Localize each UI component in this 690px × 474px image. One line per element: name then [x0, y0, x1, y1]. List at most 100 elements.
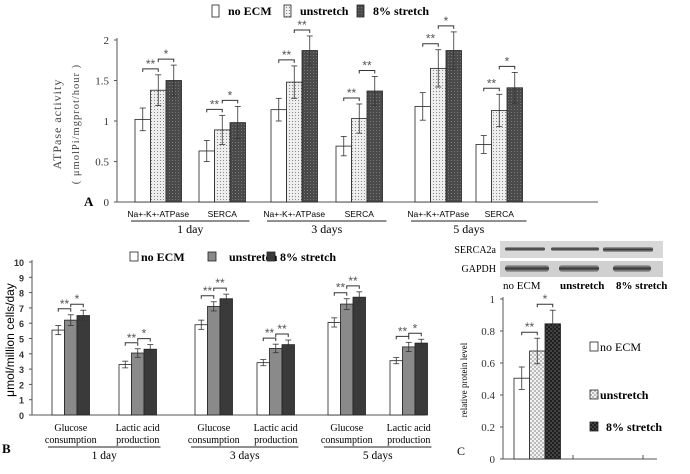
significance-bracket: [262, 337, 277, 342]
bar-8-stretch: [352, 296, 366, 416]
y-tick-label: 1: [490, 294, 496, 306]
bar-8-stretch: [143, 348, 157, 416]
blot-band: [505, 265, 549, 272]
y-tick-label: 6: [19, 319, 24, 329]
bar-no-ecm: [134, 118, 151, 203]
legend-label: unstretch: [229, 250, 278, 264]
category-label: consumption: [321, 435, 373, 446]
blot-row-label: GAPDH: [462, 264, 496, 275]
category-label: production: [254, 435, 297, 446]
day-group-label: 3 days: [311, 222, 342, 236]
y-tick-label: 1: [19, 396, 24, 406]
significance-bracket: [498, 65, 516, 70]
panel-label-b: B: [2, 441, 11, 456]
significance-bracket: [142, 68, 159, 72]
legend-label: 8% stretch: [606, 420, 662, 434]
y-tick-label: 0.5: [95, 157, 109, 169]
legend-swatch: [266, 251, 276, 262]
category-label: SERCA: [208, 209, 238, 219]
bar-unstretch: [430, 67, 447, 203]
significance-marker: **: [60, 297, 70, 311]
bar-8-stretch: [445, 50, 462, 203]
significance-bracket: [157, 58, 175, 63]
significance-marker: *: [444, 14, 449, 28]
bar-unstretch: [340, 303, 354, 416]
bar-no-ecm: [513, 377, 530, 460]
y-tick-label: 0.8: [481, 326, 495, 338]
y-tick-label: 2: [104, 35, 110, 47]
significance-bracket: [536, 303, 554, 308]
y-axis-unit: ( μmolPi/mgprot/hour ): [71, 64, 82, 184]
significance-bracket: [70, 303, 84, 308]
blot-band: [603, 247, 653, 252]
significance-marker: **: [146, 57, 156, 71]
bar-no-ecm: [256, 362, 270, 416]
significance-marker: **: [362, 58, 372, 72]
category-label: consumption: [45, 435, 97, 446]
significance-marker: **: [297, 18, 307, 32]
legend-swatch: [211, 4, 220, 18]
category-label: production: [116, 435, 159, 446]
y-tick-label: 7: [19, 304, 24, 314]
legend-label: no ECM: [228, 4, 272, 18]
bar-no-ecm: [327, 322, 341, 416]
blot-lane-label: no ECM: [503, 280, 541, 292]
bar-8-stretch: [506, 87, 523, 203]
significance-bracket: [408, 332, 422, 337]
significance-bracket: [521, 331, 538, 336]
significance-marker: *: [413, 321, 418, 335]
blot-lane-label: unstretch: [560, 280, 604, 292]
day-group-label: 1 day: [177, 222, 203, 236]
significance-marker: **: [127, 331, 137, 345]
legend-swatch: [589, 389, 599, 400]
bar-unstretch: [286, 81, 303, 203]
legend-swatch: [356, 4, 365, 18]
blot-lane-label: 8% stretch: [616, 280, 667, 292]
significance-marker: **: [347, 86, 357, 100]
bar-no-ecm: [414, 106, 431, 203]
legend-label: 8% stretch: [373, 4, 429, 18]
significance-marker: *: [164, 47, 169, 61]
legend-label: 8% stretch: [280, 250, 336, 264]
y-axis-label: relative protein level: [459, 342, 469, 417]
category-label: Lactic acid: [116, 423, 160, 434]
significance-bracket: [124, 342, 139, 346]
category-label: production: [387, 435, 430, 446]
blot-band: [613, 265, 651, 272]
y-tick-label: 8: [19, 289, 24, 299]
significance-bracket: [437, 25, 455, 29]
y-tick-label: 2: [19, 380, 24, 390]
y-tick-label: 0: [19, 411, 24, 421]
blot-row-label: SERCA2a: [454, 245, 496, 256]
category-label: Lactic acid: [387, 423, 431, 434]
significance-bracket: [358, 69, 376, 74]
bar-unstretch: [402, 346, 416, 416]
y-tick-label: 1.5: [95, 76, 109, 88]
day-group-label: 5 days: [453, 222, 484, 236]
significance-bracket: [206, 108, 223, 113]
significance-marker: **: [215, 276, 225, 290]
y-axis-label: μmol/million cells/day: [3, 283, 17, 397]
bar-unstretch: [150, 89, 167, 203]
y-tick-label: 1: [104, 116, 110, 128]
significance-marker: **: [265, 326, 275, 340]
bar-unstretch: [64, 319, 78, 416]
bar-8-stretch: [414, 342, 428, 416]
significance-marker: **: [525, 320, 535, 334]
category-label: consumption: [188, 435, 240, 446]
significance-marker: *: [142, 327, 147, 341]
legend-label: unstretch: [600, 388, 649, 402]
category-label: Lactic acid: [254, 423, 298, 434]
bar-8-stretch: [301, 50, 318, 203]
significance-bracket: [200, 295, 215, 299]
legend-swatch: [129, 251, 139, 262]
blot-band: [551, 247, 599, 251]
significance-bracket: [395, 335, 410, 340]
bar-8-stretch: [165, 80, 182, 203]
significance-bracket: [293, 29, 311, 33]
y-tick-label: 10: [14, 258, 24, 268]
significance-bracket: [57, 308, 72, 312]
category-label: Glucose: [330, 423, 363, 434]
significance-bracket: [278, 59, 295, 63]
